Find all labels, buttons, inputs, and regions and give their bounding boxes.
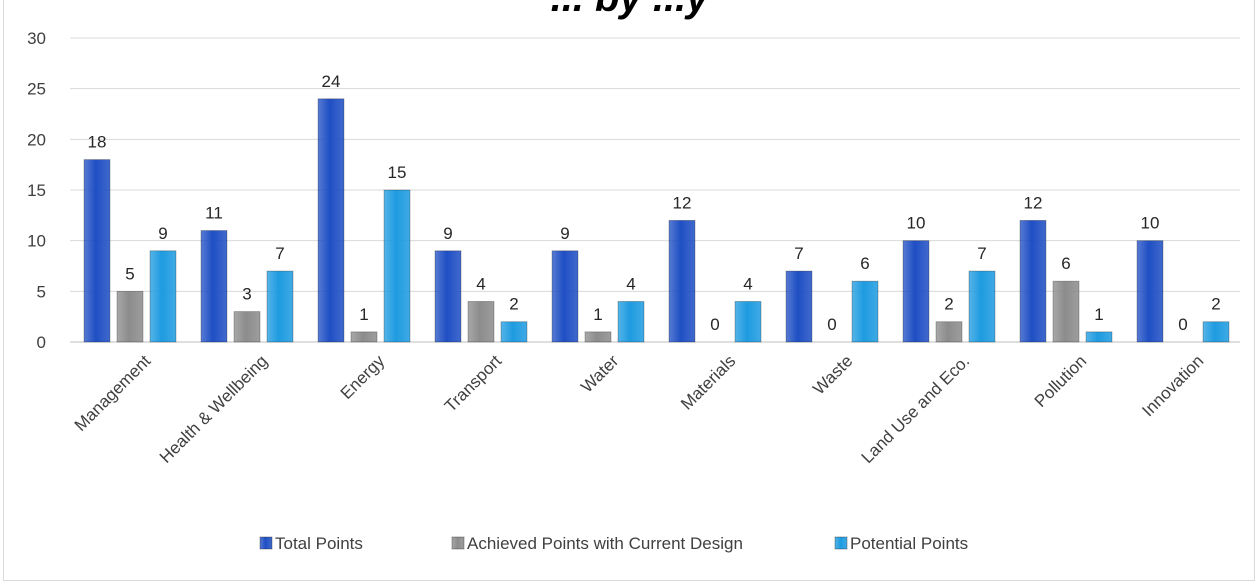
legend: Total Points Achieved Points with Current… — [259, 534, 968, 553]
category-label: Water — [577, 351, 622, 396]
bar-potential-points — [1085, 331, 1113, 343]
data-label: 7 — [977, 244, 986, 263]
y-tick-label: 5 — [37, 282, 46, 301]
data-label: 24 — [322, 72, 341, 91]
chart-title: ... by ...y — [0, 0, 1259, 18]
legend-swatch — [259, 536, 273, 550]
category-label: Health & Wellbeing — [156, 351, 271, 466]
data-label: 0 — [1178, 315, 1187, 334]
data-label: 9 — [443, 224, 452, 243]
bar-achieved-points-with-current-design — [233, 311, 261, 343]
data-label: 10 — [907, 214, 926, 233]
legend-swatch — [451, 536, 465, 550]
bar-total-points — [200, 230, 228, 343]
data-label: 2 — [1211, 295, 1220, 314]
legend-label: Potential Points — [850, 534, 968, 553]
category-label: Innovation — [1138, 351, 1207, 420]
y-tick-label: 0 — [37, 333, 46, 352]
data-label: 15 — [388, 163, 407, 182]
bar-potential-points — [149, 250, 177, 343]
data-label: 1 — [359, 305, 368, 324]
bar-total-points — [434, 250, 462, 343]
bar-potential-points — [500, 321, 528, 343]
bar-total-points — [83, 159, 111, 343]
bar-potential-points — [266, 270, 294, 343]
bar-achieved-points-with-current-design — [116, 290, 144, 343]
bar-achieved-points-with-current-design — [935, 321, 963, 343]
data-label: 6 — [1061, 254, 1070, 273]
data-label: 1 — [593, 305, 602, 324]
category-label: Pollution — [1031, 351, 1091, 411]
y-tick-label: 10 — [27, 232, 46, 251]
legend-label: Achieved Points with Current Design — [467, 534, 743, 553]
data-label: 3 — [242, 285, 251, 304]
data-label: 4 — [626, 274, 635, 293]
data-label: 2 — [944, 295, 953, 314]
bar-total-points — [902, 240, 930, 343]
data-label: 10 — [1141, 214, 1160, 233]
category-label: Waste — [809, 351, 856, 398]
category-label: Management — [71, 351, 155, 435]
data-label: 0 — [710, 315, 719, 334]
data-label: 9 — [560, 224, 569, 243]
data-label: 7 — [275, 244, 284, 263]
bar-potential-points — [734, 301, 762, 343]
data-label: 12 — [1024, 193, 1043, 212]
bar-achieved-points-with-current-design — [467, 301, 495, 343]
data-labels: 18 5 9 11 3 7 24 1 15 9 4 2 9 1 4 12 0 4 7 0 6 10 2 7 12 6 1 10 0 2 — [88, 72, 1221, 334]
data-label: 4 — [476, 274, 485, 293]
data-label: 7 — [794, 244, 803, 263]
bar-achieved-points-with-current-design — [584, 331, 612, 343]
bar-potential-points — [1202, 321, 1230, 343]
data-label: 2 — [509, 295, 518, 314]
y-tick-label: 30 — [27, 29, 46, 48]
bar-total-points — [1136, 240, 1164, 343]
data-label: 4 — [743, 274, 752, 293]
bar-total-points — [551, 250, 579, 343]
category-labels: Management Health & Wellbeing Energy Transp… — [71, 351, 1208, 467]
bar-potential-points — [617, 301, 645, 343]
bar-potential-points — [968, 270, 996, 343]
bar-total-points — [1019, 219, 1047, 343]
bar-achieved-points-with-current-design — [1052, 280, 1080, 343]
category-label: Energy — [337, 351, 389, 403]
bar-potential-points — [851, 280, 879, 343]
y-tick-label: 25 — [27, 80, 46, 99]
bar-total-points — [317, 98, 345, 343]
data-label: 18 — [88, 133, 107, 152]
y-tick-label: 20 — [27, 130, 46, 149]
data-label: 5 — [125, 264, 134, 283]
data-label: 6 — [860, 254, 869, 273]
bars — [83, 98, 1230, 343]
data-label: 1 — [1094, 305, 1103, 324]
category-label: Land Use and Eco. — [858, 351, 974, 467]
bar-potential-points — [383, 189, 411, 343]
y-axis-ticks: 0 5 10 15 20 25 30 — [27, 29, 46, 352]
data-label: 9 — [158, 224, 167, 243]
bar-total-points — [668, 219, 696, 343]
data-label: 0 — [827, 315, 836, 334]
legend-label: Total Points — [275, 534, 363, 553]
data-label: 11 — [205, 204, 223, 223]
bar-achieved-points-with-current-design — [350, 331, 378, 343]
legend-swatch — [834, 536, 848, 550]
bar-total-points — [785, 270, 813, 343]
data-label: 12 — [673, 193, 692, 212]
y-tick-label: 15 — [27, 181, 46, 200]
category-label: Materials — [677, 351, 739, 413]
category-label: Transport — [441, 351, 506, 416]
